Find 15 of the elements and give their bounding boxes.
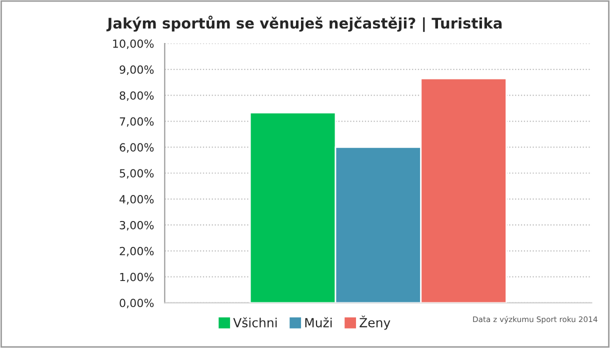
y-tick-label: 2,00% [120, 246, 154, 256]
legend-label: Všichni [233, 317, 277, 328]
y-tick-label: 10,00% [113, 39, 154, 50]
y-tick-label: 6,00% [120, 143, 154, 153]
y-tick-label: 5,00% [120, 169, 154, 179]
legend-label: Ženy [360, 316, 390, 330]
legend-label: Muži [305, 317, 332, 328]
y-tick-label: 9,00% [120, 65, 154, 75]
y-tick-label: 3,00% [120, 220, 154, 230]
y-tick-label: 1,00% [120, 272, 154, 282]
y-tick-label: 7,00% [120, 117, 154, 127]
chart-title: Jakým sportům se věnuješ nejčastěji? | Turistika [106, 16, 502, 32]
y-tick-label: 8,00% [120, 91, 154, 101]
y-tick-label: 4,00% [120, 195, 154, 205]
y-tick-label: 0,00% [120, 298, 154, 308]
